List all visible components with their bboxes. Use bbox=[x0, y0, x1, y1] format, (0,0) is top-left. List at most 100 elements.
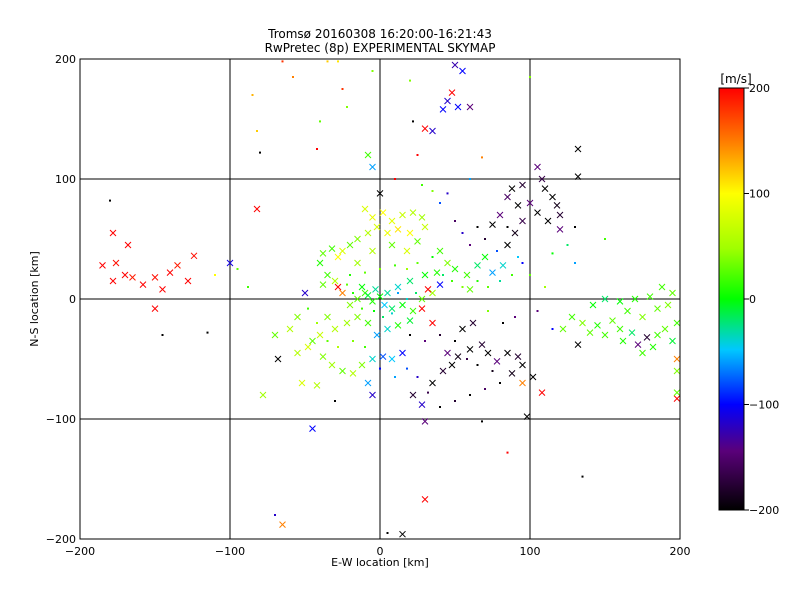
data-point-x bbox=[439, 367, 447, 375]
data-point-x bbox=[654, 305, 661, 312]
data-point-x bbox=[309, 425, 316, 432]
data-point-dot bbox=[373, 310, 375, 312]
data-point-dot bbox=[326, 60, 329, 63]
data-point-x bbox=[151, 305, 159, 312]
data-point-x bbox=[409, 307, 417, 315]
data-point-dot bbox=[536, 310, 539, 312]
data-point-dot bbox=[502, 322, 504, 324]
data-point-x bbox=[394, 283, 402, 291]
data-point-x bbox=[399, 349, 406, 357]
data-point-x bbox=[429, 319, 436, 327]
data-point-x bbox=[514, 353, 522, 360]
data-point-dot bbox=[581, 475, 584, 478]
data-point-x bbox=[489, 269, 496, 276]
data-point-x bbox=[673, 355, 680, 363]
data-point-x bbox=[294, 349, 301, 357]
data-point-x bbox=[451, 61, 459, 69]
data-point-dot bbox=[416, 154, 419, 156]
data-point-x bbox=[328, 361, 336, 369]
data-point-x bbox=[421, 223, 429, 231]
data-point-dot bbox=[469, 394, 471, 396]
data-point-dot bbox=[281, 60, 284, 63]
data-point-x bbox=[301, 289, 309, 297]
data-point-x bbox=[519, 217, 526, 225]
data-point-dot bbox=[341, 88, 344, 90]
data-point-x bbox=[429, 289, 436, 297]
data-point-x bbox=[628, 329, 636, 336]
y-tick-label: 200 bbox=[55, 53, 76, 66]
data-point-dot bbox=[349, 274, 351, 276]
data-point-dot bbox=[476, 226, 479, 228]
data-point-x bbox=[369, 355, 376, 363]
data-point-x bbox=[549, 193, 556, 201]
data-point-x bbox=[361, 205, 369, 213]
x-tick-label: −100 bbox=[215, 545, 245, 558]
x-axis-label: E-W location [km] bbox=[331, 556, 429, 569]
colorbar-tick-label: 200 bbox=[749, 82, 770, 95]
data-point-x bbox=[463, 271, 471, 279]
data-point-dot bbox=[236, 268, 239, 270]
chart-title: Tromsø 20160308 16:20:00-16:21:43 bbox=[267, 27, 492, 41]
data-point-x bbox=[354, 259, 361, 267]
data-point-x bbox=[364, 292, 372, 299]
data-point-dot bbox=[386, 532, 389, 534]
data-point-x bbox=[504, 241, 511, 249]
data-point-dot bbox=[551, 252, 554, 255]
data-point-x bbox=[334, 253, 342, 261]
data-point-x bbox=[421, 125, 429, 132]
data-point-x bbox=[466, 103, 474, 111]
data-point-x bbox=[339, 367, 346, 375]
data-point-x bbox=[316, 259, 324, 267]
data-point-x bbox=[421, 418, 429, 425]
data-point-x bbox=[448, 361, 456, 369]
data-point-dot bbox=[511, 274, 513, 276]
data-point-x bbox=[619, 337, 627, 345]
data-point-dot bbox=[391, 312, 393, 315]
data-point-x bbox=[316, 331, 324, 339]
y-axis: −200 −100 0 100 200 bbox=[46, 53, 76, 546]
data-point-x bbox=[538, 389, 546, 396]
data-point-x bbox=[384, 325, 391, 333]
data-points bbox=[99, 60, 680, 538]
data-point-x bbox=[319, 281, 327, 288]
data-point-x bbox=[469, 319, 477, 327]
data-point-dot bbox=[406, 367, 408, 370]
data-point-dot bbox=[406, 298, 408, 300]
data-point-dot bbox=[394, 376, 396, 378]
data-point-dot bbox=[421, 184, 423, 186]
data-point-x bbox=[459, 325, 466, 333]
data-point-dot bbox=[214, 274, 216, 276]
data-point-x bbox=[448, 89, 456, 96]
colorbar-tick-label: 100 bbox=[749, 188, 770, 201]
data-point-dot bbox=[352, 340, 354, 342]
data-point-dot bbox=[415, 292, 417, 294]
data-point-x bbox=[519, 379, 526, 387]
data-point-x bbox=[568, 313, 576, 321]
data-point-x bbox=[418, 305, 426, 312]
data-point-x bbox=[343, 319, 351, 327]
data-point-x bbox=[556, 211, 564, 219]
data-point-x bbox=[409, 391, 417, 399]
data-point-x bbox=[489, 221, 496, 228]
data-point-x bbox=[369, 214, 376, 221]
data-point-x bbox=[519, 361, 526, 369]
chart-subtitle: RwPretec (8p) EXPERIMENTAL SKYMAP bbox=[265, 41, 496, 55]
colorbar-unit-label: [m/s] bbox=[720, 72, 751, 86]
data-point-x bbox=[594, 322, 601, 329]
data-point-x bbox=[109, 277, 117, 285]
data-point-x bbox=[384, 289, 391, 297]
data-point-dot bbox=[461, 286, 464, 288]
data-point-x bbox=[373, 223, 381, 231]
data-point-x bbox=[649, 343, 657, 351]
data-point-x bbox=[384, 229, 391, 237]
data-point-dot bbox=[431, 190, 434, 192]
data-point-x bbox=[369, 298, 376, 305]
data-point-x bbox=[478, 341, 486, 348]
data-point-dot bbox=[307, 307, 309, 310]
data-point-x bbox=[121, 271, 129, 279]
data-point-x bbox=[529, 373, 537, 381]
data-point-x bbox=[339, 289, 346, 297]
data-point-x bbox=[444, 259, 451, 267]
data-point-x bbox=[319, 353, 327, 360]
